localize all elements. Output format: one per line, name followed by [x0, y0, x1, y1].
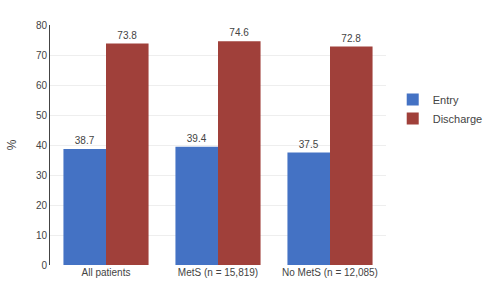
svg-text:Discharge: Discharge — [433, 113, 483, 125]
svg-text:0: 0 — [41, 260, 47, 271]
svg-text:All patients: All patients — [82, 267, 131, 278]
svg-text:Entry: Entry — [433, 94, 459, 106]
svg-text:MetS (n = 15,819): MetS (n = 15,819) — [178, 267, 258, 278]
svg-text:73.8: 73.8 — [117, 30, 137, 41]
svg-text:39.4: 39.4 — [187, 133, 207, 144]
svg-text:30: 30 — [36, 170, 48, 181]
svg-text:%: % — [5, 139, 19, 150]
svg-text:80: 80 — [36, 20, 48, 31]
svg-text:37.5: 37.5 — [299, 139, 319, 150]
svg-text:50: 50 — [36, 110, 48, 121]
svg-text:70: 70 — [36, 50, 48, 61]
svg-text:60: 60 — [36, 80, 48, 91]
svg-text:72.8: 72.8 — [341, 33, 361, 44]
svg-text:20: 20 — [36, 200, 48, 211]
svg-text:No MetS (n = 12,085): No MetS (n = 12,085) — [282, 267, 378, 278]
svg-text:74.6: 74.6 — [229, 27, 249, 38]
svg-text:10: 10 — [36, 230, 48, 241]
svg-text:40: 40 — [36, 140, 48, 151]
svg-text:38.7: 38.7 — [75, 135, 95, 146]
